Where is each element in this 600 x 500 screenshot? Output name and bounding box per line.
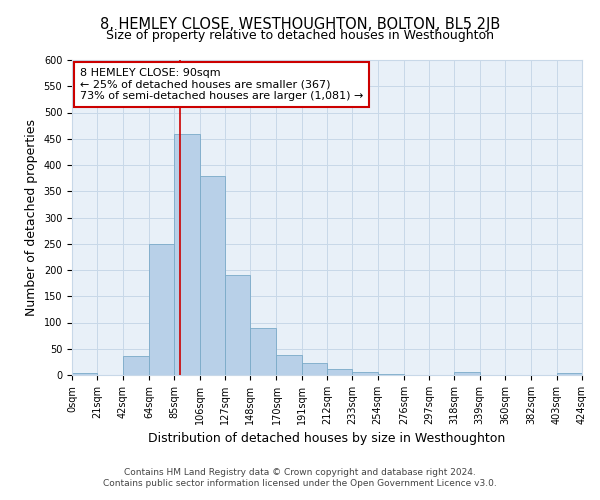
Bar <box>327 369 352 375</box>
Bar <box>455 372 480 375</box>
Bar <box>72 373 97 375</box>
Text: 8, HEMLEY CLOSE, WESTHOUGHTON, BOLTON, BL5 2JB: 8, HEMLEY CLOSE, WESTHOUGHTON, BOLTON, B… <box>100 18 500 32</box>
Y-axis label: Number of detached properties: Number of detached properties <box>25 119 38 316</box>
Bar <box>302 364 327 375</box>
Text: Size of property relative to detached houses in Westhoughton: Size of property relative to detached ho… <box>106 29 494 42</box>
Bar <box>149 244 174 375</box>
Bar <box>122 356 149 375</box>
Bar <box>250 328 277 375</box>
Bar <box>174 134 199 375</box>
Text: 8 HEMLEY CLOSE: 90sqm
← 25% of detached houses are smaller (367)
73% of semi-det: 8 HEMLEY CLOSE: 90sqm ← 25% of detached … <box>80 68 363 101</box>
X-axis label: Distribution of detached houses by size in Westhoughton: Distribution of detached houses by size … <box>148 432 506 446</box>
Bar <box>277 355 302 375</box>
Bar <box>352 372 377 375</box>
Bar <box>377 374 404 375</box>
Bar <box>557 374 582 375</box>
Text: Contains HM Land Registry data © Crown copyright and database right 2024.
Contai: Contains HM Land Registry data © Crown c… <box>103 468 497 487</box>
Bar <box>225 275 250 375</box>
Bar <box>199 176 225 375</box>
